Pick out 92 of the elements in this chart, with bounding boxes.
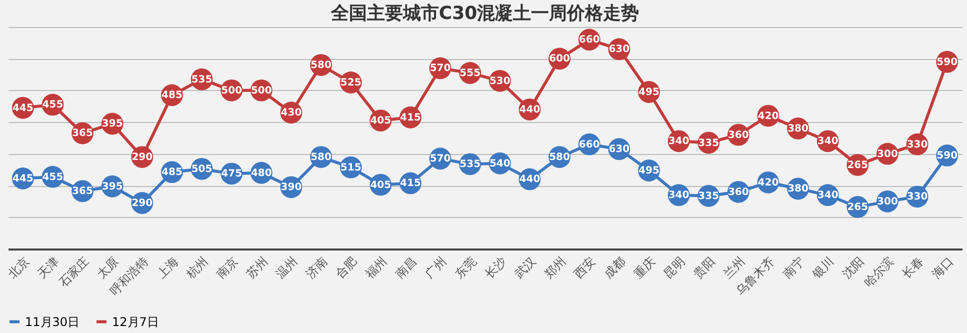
data-label: 475 [221, 168, 242, 180]
legend-label: 11月30日 [25, 314, 80, 329]
data-label: 440 [519, 174, 540, 186]
data-label: 380 [788, 123, 809, 134]
x-tick-label: 温州 [273, 254, 300, 281]
data-label: 395 [102, 118, 123, 130]
data-label: 340 [668, 190, 690, 202]
x-tick-label: 沈阳 [840, 254, 867, 281]
data-label: 335 [698, 190, 720, 202]
data-label: 265 [847, 202, 868, 213]
data-label: 580 [310, 60, 332, 72]
data-label: 335 [698, 138, 720, 149]
x-tick-label: 长沙 [482, 254, 509, 281]
data-label: 590 [936, 56, 958, 68]
data-label: 580 [310, 152, 332, 164]
chart-title: 全国主要城市C30混凝土一周价格走势 [330, 3, 640, 24]
data-label: 570 [430, 63, 451, 74]
data-label: 405 [370, 180, 392, 191]
data-label: 395 [102, 181, 123, 192]
data-label: 570 [430, 154, 451, 165]
data-label: 415 [400, 112, 421, 124]
data-label: 415 [400, 178, 421, 190]
data-label: 455 [42, 172, 64, 183]
data-label: 590 [936, 150, 958, 162]
data-label: 405 [370, 116, 392, 127]
x-tick-label: 南宁 [780, 254, 808, 281]
data-label: 430 [280, 108, 302, 119]
data-label: 420 [758, 110, 779, 122]
x-tick-label: 海口 [929, 254, 956, 281]
x-tick-label: 苏州 [244, 254, 270, 281]
data-label: 525 [340, 78, 362, 88]
data-label: 290 [132, 198, 153, 210]
x-tick-label: 武汉 [512, 254, 539, 281]
data-label: 390 [280, 182, 302, 194]
data-label: 445 [12, 173, 34, 184]
x-tick-label: 东莞 [452, 254, 480, 281]
data-label: 365 [72, 128, 94, 140]
data-label: 580 [549, 152, 570, 164]
data-label: 360 [728, 130, 749, 141]
data-label: 440 [519, 104, 540, 116]
data-label: 495 [638, 166, 660, 177]
data-label: 360 [728, 186, 749, 198]
data-label: 290 [132, 152, 153, 164]
x-tick-label: 福州 [362, 254, 390, 281]
data-label: 480 [250, 168, 272, 179]
data-label: 340 [817, 190, 838, 202]
data-label: 495 [638, 87, 660, 98]
x-tick-label: 杭州 [183, 254, 211, 282]
x-tick-label: 济南 [303, 254, 330, 281]
data-label: 340 [668, 136, 690, 148]
data-label: 445 [12, 102, 34, 114]
x-tick-label: 上海 [154, 254, 181, 281]
data-label: 330 [906, 192, 928, 203]
x-tick-label: 合肥 [332, 254, 360, 281]
data-label: 485 [162, 90, 182, 102]
legend-label: 12月7日 [112, 314, 159, 329]
data-label: 265 [847, 160, 868, 171]
data-label: 455 [42, 100, 64, 111]
data-label: 420 [758, 177, 779, 188]
x-tick-label: 昆明 [660, 254, 688, 281]
data-label: 500 [250, 85, 272, 96]
x-tick-label: 郑州 [542, 254, 569, 281]
data-label: 300 [877, 148, 898, 160]
data-label: 300 [877, 196, 898, 208]
data-label: 530 [489, 76, 510, 87]
data-label: 485 [162, 167, 182, 178]
data-label: 365 [72, 186, 94, 198]
data-label: 515 [340, 162, 362, 174]
x-tick-label: 成都 [601, 254, 628, 281]
data-label: 630 [608, 144, 630, 156]
x-tick-label: 西安 [571, 254, 598, 281]
data-label: 535 [460, 159, 481, 170]
x-tick-label: 银川 [809, 254, 837, 282]
x-tick-label: 重庆 [631, 254, 658, 281]
data-label: 380 [788, 184, 809, 195]
x-tick-label: 南京 [214, 254, 241, 281]
data-label: 535 [191, 74, 212, 86]
data-label: 330 [906, 139, 928, 150]
data-label: 660 [578, 139, 600, 150]
data-label: 600 [549, 54, 570, 65]
x-tick-label: 长春 [899, 254, 926, 281]
data-label: 340 [817, 136, 838, 148]
data-label: 555 [460, 68, 481, 79]
data-label: 505 [191, 164, 212, 175]
data-label: 660 [578, 34, 600, 46]
data-label: 630 [608, 44, 630, 56]
data-label: 500 [221, 85, 242, 96]
data-label: 540 [489, 158, 510, 170]
x-tick-label: 广州 [422, 254, 450, 281]
x-tick-label: 北京 [5, 254, 32, 281]
x-tick-label: 南昌 [392, 254, 420, 281]
x-tick-label: 贵阳 [690, 254, 718, 281]
